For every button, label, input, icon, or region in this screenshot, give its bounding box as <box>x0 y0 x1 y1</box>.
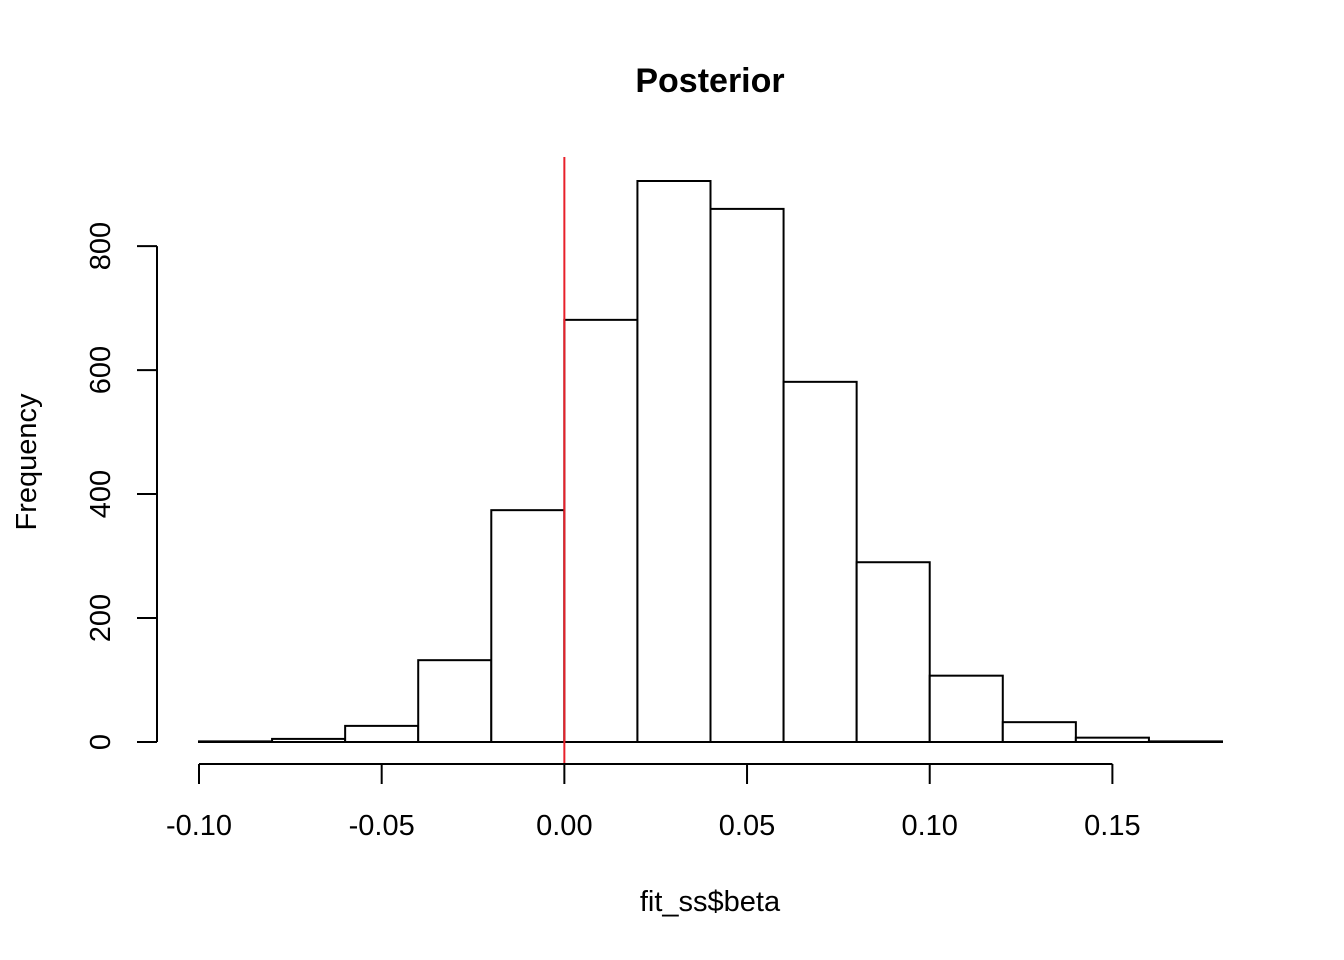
x-axis: -0.10 -0.05 0.00 0.05 0.10 0.15 <box>166 763 1141 842</box>
histogram-bar <box>1074 736 1150 743</box>
histogram-bar <box>417 659 493 743</box>
y-tick-label: 800 <box>85 222 117 270</box>
x-tick-label: 0.00 <box>536 810 592 842</box>
x-axis-label: fit_ss$beta <box>640 886 781 918</box>
x-tick-label: 0.10 <box>901 810 957 842</box>
histogram-bar <box>344 724 420 743</box>
x-tick-label: 0.05 <box>719 810 775 842</box>
y-tick-label: 200 <box>85 594 117 642</box>
y-tick-label: 400 <box>85 470 117 518</box>
y-tick-label: 600 <box>85 346 117 394</box>
histogram-bar <box>928 674 1004 743</box>
histogram-bar <box>1001 721 1077 743</box>
histogram-bar <box>1147 740 1224 744</box>
histogram-bar <box>563 318 639 743</box>
histogram-bar <box>855 561 931 744</box>
histogram-bar <box>636 180 712 743</box>
histogram-bar <box>271 737 347 744</box>
histogram-bar <box>490 509 566 743</box>
histogram-bar <box>198 740 274 744</box>
x-tick-label: -0.05 <box>349 810 415 842</box>
x-tick-label: -0.10 <box>166 810 232 842</box>
chart-title: Posterior <box>635 62 784 100</box>
y-axis-label: Frequency <box>11 393 43 531</box>
histogram-bar <box>782 380 858 743</box>
y-axis: 0 200 400 600 800 <box>85 222 158 750</box>
histogram-bar <box>709 207 785 744</box>
y-tick-label: 0 <box>85 734 117 750</box>
x-tick-label: 0.15 <box>1084 810 1140 842</box>
histogram-bars <box>198 180 1224 744</box>
